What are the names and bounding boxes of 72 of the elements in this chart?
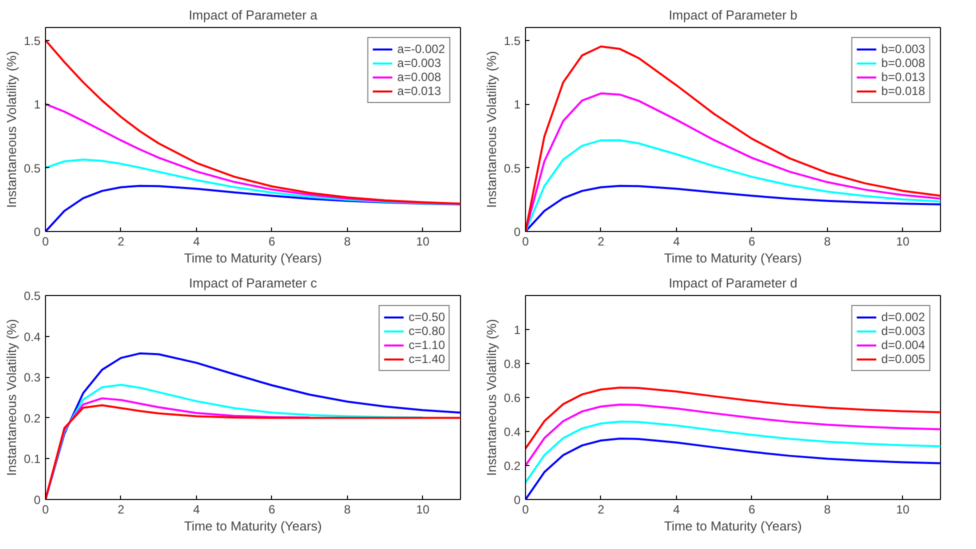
y-tick-label: 0 xyxy=(34,493,41,507)
legend-label: c=1.40 xyxy=(408,352,445,366)
x-tick-label: 6 xyxy=(268,234,276,248)
x-tick-label: 8 xyxy=(344,234,351,248)
y-tick-label: 0.4 xyxy=(24,330,41,344)
legend-label: d=0.002 xyxy=(881,310,925,324)
y-tick-label: 1.5 xyxy=(504,34,521,48)
y-axis-title: Instantaneous Volatility (%) xyxy=(4,51,19,208)
x-axis-title: Time to Maturity (Years) xyxy=(184,518,322,534)
y-tick-label: 0.5 xyxy=(504,161,521,176)
legend-label: c=1.10 xyxy=(408,338,445,352)
legend-label: d=0.005 xyxy=(881,352,925,366)
x-axis-title: Time to Maturity (Years) xyxy=(664,250,802,266)
chart-title: Impact of Parameter d xyxy=(668,276,798,290)
x-tick-label: 6 xyxy=(268,502,276,516)
x-tick-label: 10 xyxy=(896,502,910,516)
legend-label: b=0.018 xyxy=(881,84,925,98)
x-tick-label: 8 xyxy=(824,234,831,248)
legend-label: b=0.013 xyxy=(881,70,925,84)
y-tick-label: 1 xyxy=(34,98,41,112)
x-tick-label: 2 xyxy=(118,502,125,516)
y-tick-label: 1 xyxy=(514,323,521,337)
x-tick-label: 8 xyxy=(824,502,831,516)
x-axis-title: Time to Maturity (Years) xyxy=(664,518,802,534)
x-tick-label: 0 xyxy=(42,502,50,516)
x-tick-label: 0 xyxy=(522,234,530,248)
x-axis-title: Time to Maturity (Years) xyxy=(184,250,322,266)
chart-title: Impact of Parameter b xyxy=(668,8,798,22)
x-tick-label: 10 xyxy=(896,234,910,248)
legend-label: d=0.003 xyxy=(881,324,925,338)
legend-label: c=0.80 xyxy=(408,324,445,338)
x-tick-label: 0 xyxy=(522,502,530,516)
y-tick-label: 0 xyxy=(514,493,521,507)
y-axis-title: Instantaneous Volatility (%) xyxy=(4,319,19,476)
y-tick-label: 1.5 xyxy=(24,34,41,48)
legend-label: b=0.008 xyxy=(881,56,925,70)
legend-label: a=0.003 xyxy=(397,56,441,70)
legend-label: c=0.50 xyxy=(408,310,445,324)
y-tick-label: 0.2 xyxy=(504,459,521,473)
x-tick-label: 10 xyxy=(416,234,430,248)
chart-title: Impact of Parameter a xyxy=(188,8,318,22)
y-tick-label: 1 xyxy=(514,98,521,112)
legend-label: a=0.008 xyxy=(397,70,441,84)
y-axis-title: Instantaneous Volatility (%) xyxy=(484,51,499,208)
y-axis-title: Instantaneous Volatility (%) xyxy=(484,319,499,476)
y-tick-label: 0.8 xyxy=(504,357,521,371)
x-tick-label: 8 xyxy=(344,502,351,516)
legend-label: d=0.004 xyxy=(881,338,925,352)
x-tick-label: 0 xyxy=(42,234,50,248)
x-tick-label: 4 xyxy=(193,234,200,248)
y-tick-label: 0.6 xyxy=(504,391,521,405)
legend-label: a=0.013 xyxy=(397,84,441,98)
chart-title: Impact of Parameter c xyxy=(189,276,318,290)
x-tick-label: 2 xyxy=(118,234,125,248)
x-tick-label: 10 xyxy=(416,502,430,516)
legend-label: b=0.003 xyxy=(881,42,925,56)
legend-label: a=-0.002 xyxy=(397,42,445,56)
y-tick-label: 0.4 xyxy=(504,425,521,439)
x-tick-label: 6 xyxy=(748,502,756,516)
y-tick-label: 0.3 xyxy=(24,370,41,385)
y-tick-label: 0 xyxy=(514,225,521,239)
y-tick-label: 0.5 xyxy=(24,161,41,176)
y-tick-label: 0 xyxy=(34,225,41,239)
y-tick-label: 0.1 xyxy=(24,452,41,466)
y-tick-label: 0.5 xyxy=(24,289,41,303)
x-tick-label: 2 xyxy=(598,234,605,248)
x-tick-label: 4 xyxy=(673,502,680,516)
x-tick-label: 4 xyxy=(673,234,680,248)
x-tick-label: 2 xyxy=(598,502,605,516)
y-tick-label: 0.2 xyxy=(24,411,41,426)
x-tick-label: 6 xyxy=(748,234,756,248)
x-tick-label: 4 xyxy=(193,502,200,516)
